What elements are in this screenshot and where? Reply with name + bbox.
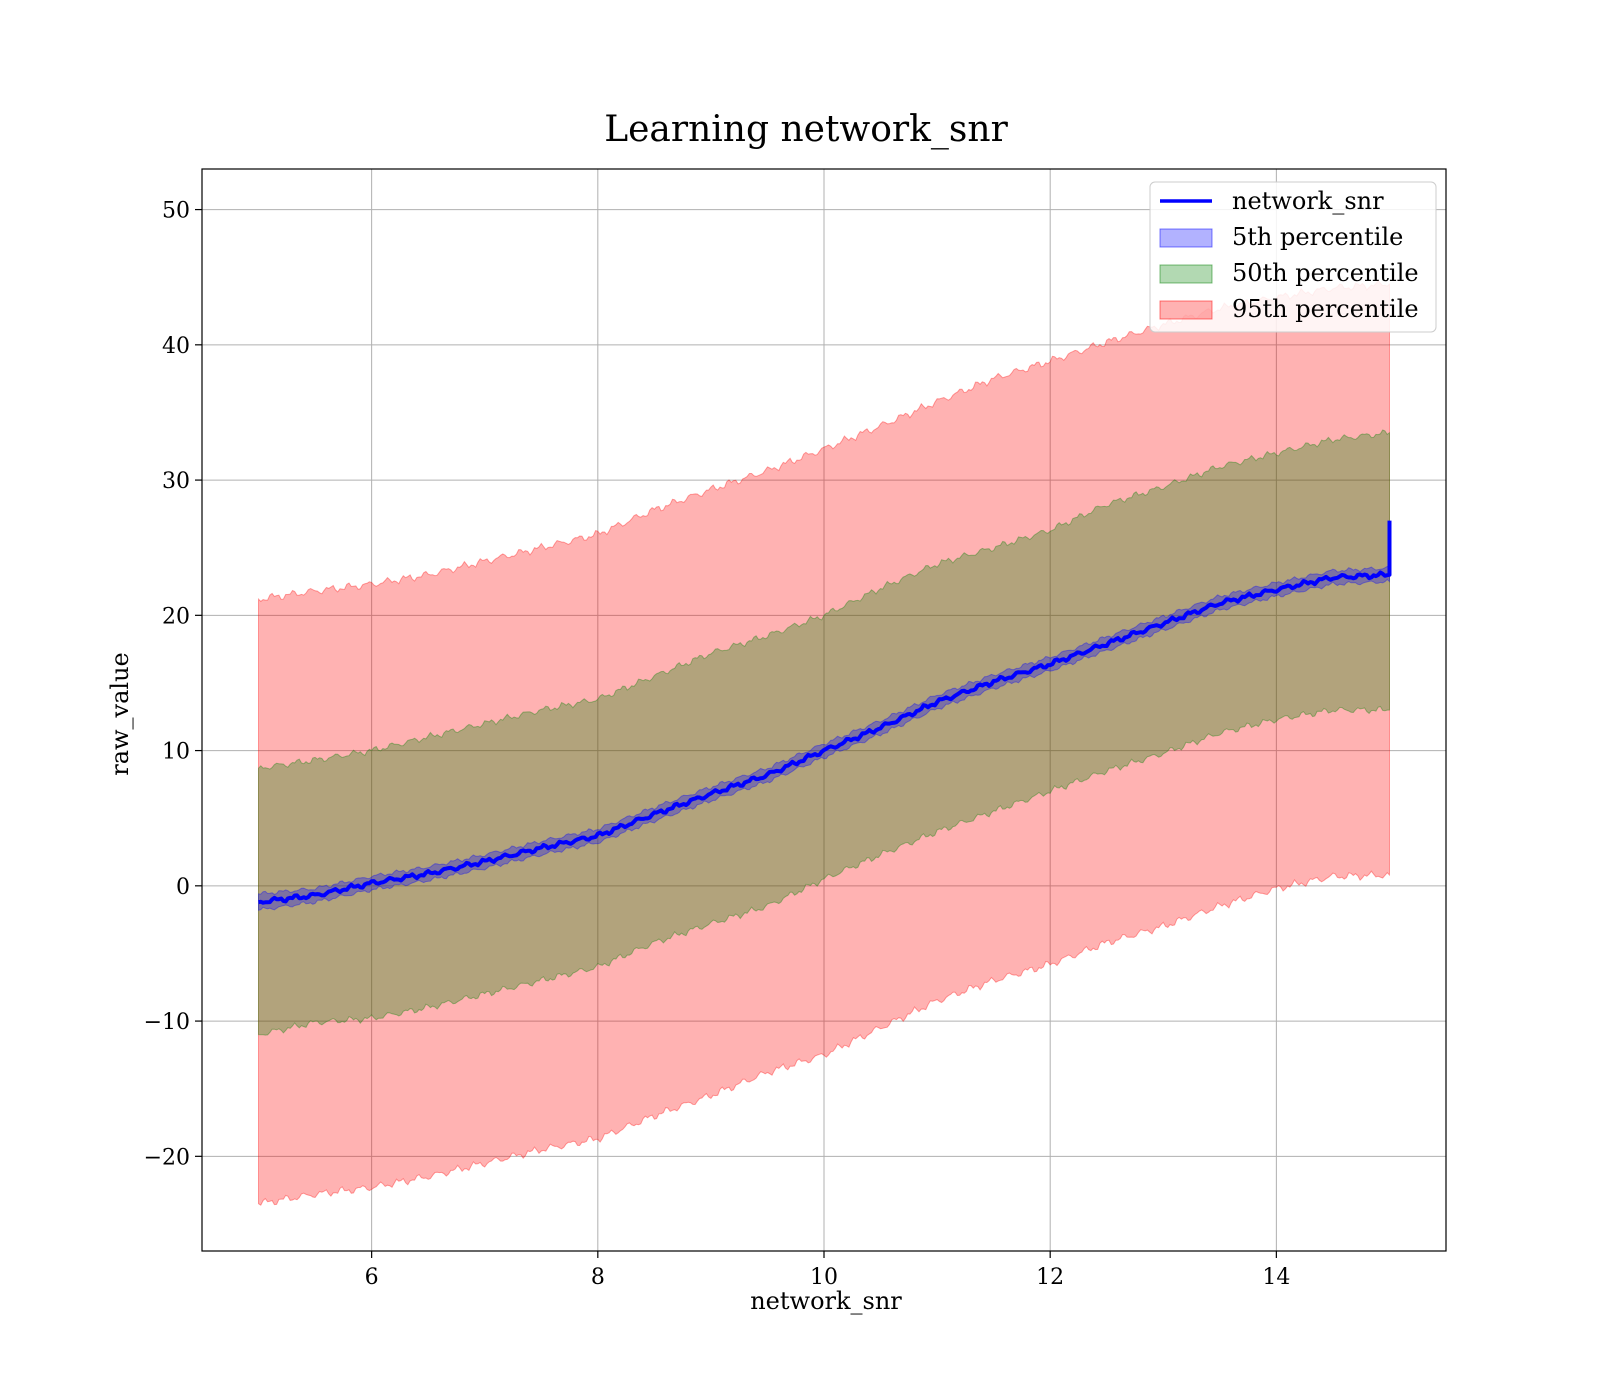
- x-tick-label: 12: [1036, 1265, 1064, 1290]
- y-tick-label: −10: [144, 1010, 190, 1035]
- legend-box: [1149, 181, 1437, 333]
- y-tick-label: 20: [162, 604, 190, 629]
- chart-title: Learning network_snr: [604, 109, 1008, 150]
- band-95th-percentile: [258, 279, 1390, 1206]
- legend-swatch-5th-percentile: [1159, 228, 1213, 248]
- legend-label-network-snr: network_snr: [1232, 187, 1384, 215]
- legend-label-5th-percentile: 5th percentile: [1232, 223, 1403, 251]
- y-tick-label: 10: [162, 740, 190, 765]
- legend-label-50th-percentile: 50th percentile: [1232, 259, 1419, 287]
- y-tick-label: 50: [162, 199, 190, 224]
- x-tick-label: 14: [1262, 1265, 1290, 1290]
- legend: network_snr 5th percentile 50th percenti…: [1149, 181, 1437, 333]
- legend-swatch-95th-percentile: [1159, 300, 1213, 320]
- y-tick-label: 0: [176, 875, 190, 900]
- x-tick-label: 10: [810, 1265, 838, 1290]
- x-axis-label: network_snr: [750, 1287, 902, 1315]
- legend-swatch-50th-percentile: [1159, 264, 1213, 284]
- line-layer: [258, 520, 1392, 905]
- tick-layer: 6 8 10 12 14 −20 −10 0 10 20 30 40 50: [144, 199, 1291, 1290]
- y-tick-label: −20: [144, 1145, 190, 1170]
- legend-label-95th-percentile: 95th percentile: [1232, 295, 1419, 323]
- y-tick-label: 40: [162, 334, 190, 359]
- x-tick-label: 8: [591, 1265, 605, 1290]
- band-layer: [258, 279, 1390, 1206]
- y-tick-label: 30: [162, 469, 190, 494]
- y-axis-label: raw_value: [106, 652, 134, 776]
- band-5th-percentile: [258, 565, 1390, 911]
- band-50th-percentile: [258, 429, 1390, 1036]
- series-line-network-snr: [258, 520, 1392, 905]
- x-tick-label: 6: [365, 1265, 379, 1290]
